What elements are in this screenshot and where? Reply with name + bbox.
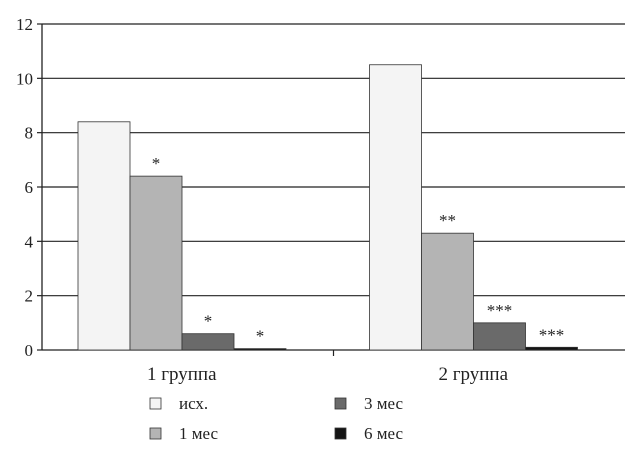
- significance-label: *: [152, 154, 161, 173]
- bar-1 мес: [421, 232, 474, 351]
- significance-label: **: [439, 211, 456, 230]
- x-tick-label: 2 группа: [438, 364, 508, 385]
- legend-label: 6 мес: [364, 424, 403, 443]
- y-tick-label: 8: [25, 124, 34, 143]
- legend-label: 1 мес: [179, 424, 218, 443]
- legend-swatch-3 мес: [334, 397, 347, 410]
- bars: [77, 64, 578, 351]
- significance-label: *: [256, 327, 265, 346]
- y-tick-label: 2: [25, 287, 34, 306]
- legend-label: исх.: [179, 394, 208, 413]
- bar-3 мес: [181, 333, 235, 351]
- bar-исх.: [369, 64, 422, 351]
- bar-6 мес: [233, 348, 287, 351]
- y-tick-label: 12: [16, 15, 33, 34]
- significance-label: ***: [487, 301, 513, 320]
- legend-swatch-6 мес: [334, 427, 347, 440]
- bar-1 мес: [129, 175, 183, 351]
- y-tick-label: 4: [25, 232, 34, 251]
- x-tick-label: 1 группа: [147, 364, 217, 385]
- legend-swatch-1 мес: [149, 427, 162, 440]
- y-tick-label: 6: [25, 178, 34, 197]
- legend-swatch-исх.: [149, 397, 162, 410]
- significance-label: *: [204, 312, 213, 331]
- legend-label: 3 мес: [364, 394, 403, 413]
- y-tick-label: 10: [16, 69, 33, 88]
- bar-3 мес: [473, 322, 526, 351]
- bar-6 мес: [525, 346, 578, 351]
- significance-label: ***: [539, 325, 565, 344]
- bar-исх.: [77, 121, 131, 351]
- y-tick-label: 0: [25, 341, 34, 360]
- legend: исх. 1 мес 3 мес 6 мес: [149, 394, 403, 443]
